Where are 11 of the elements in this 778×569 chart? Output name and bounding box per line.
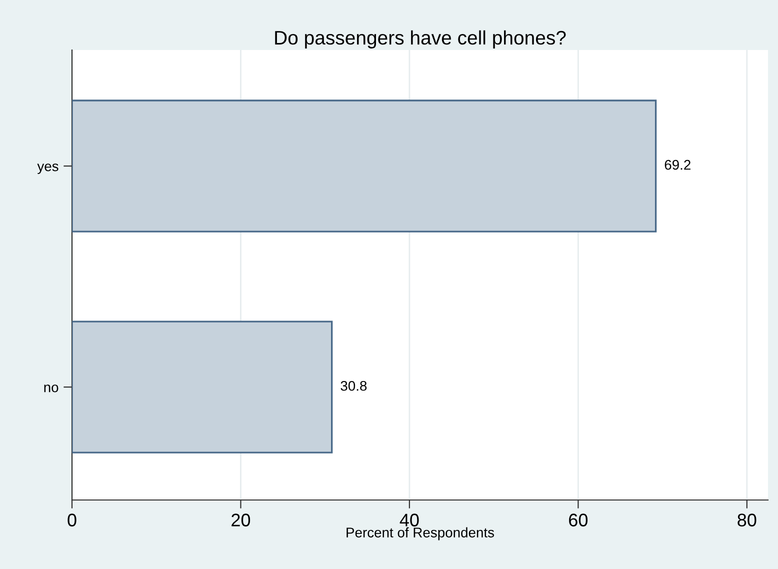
y-tick-label: no [44,384,58,392]
data-label: 69.2 [664,160,690,170]
data-label: 30.8 [340,380,367,391]
x-tick-label: 0 [68,514,76,526]
x-axis-title: Percent of Respondents [346,527,494,540]
x-tick-label: 60 [569,514,588,526]
x-tick-label: 80 [738,514,756,526]
x-tick-label: 20 [232,514,250,526]
x-tick-label: 40 [400,514,419,526]
chart-title: Do passengers have cell phones? [275,30,566,48]
y-tick-label: yes [37,164,58,174]
